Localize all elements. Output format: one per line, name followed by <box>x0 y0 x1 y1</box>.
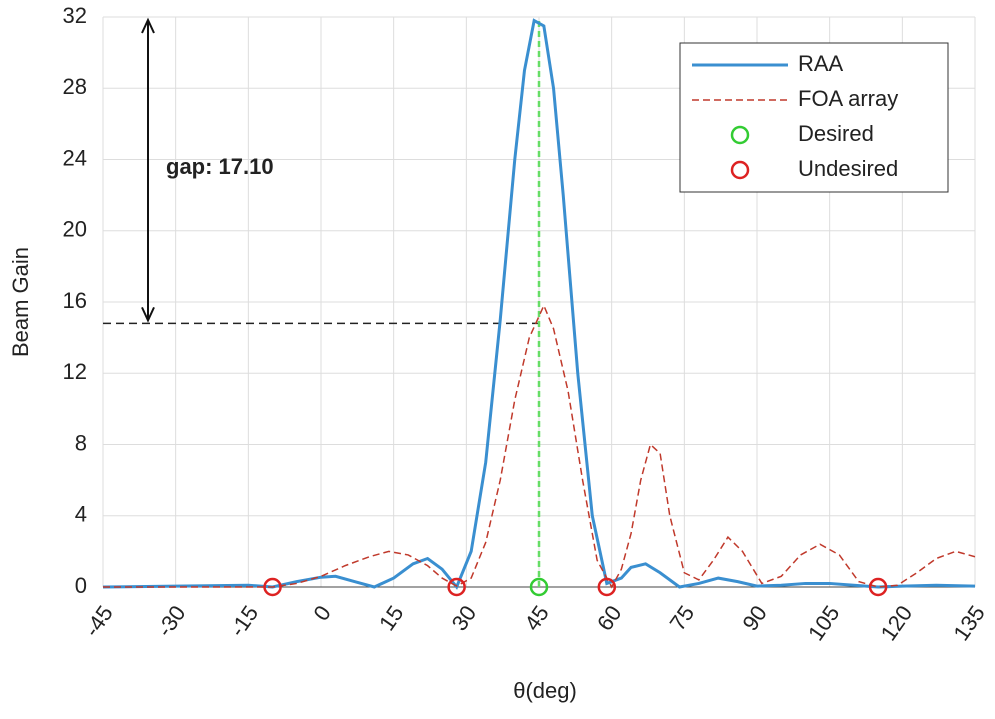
y-tick-label: 32 <box>63 3 87 28</box>
x-tick-label: 45 <box>519 601 554 635</box>
legend-label: Desired <box>798 121 874 146</box>
x-tick-label: 90 <box>737 601 772 635</box>
y-tick-label: 28 <box>63 74 87 99</box>
x-tick-label: -15 <box>224 601 263 641</box>
y-tick-label: 20 <box>63 217 87 242</box>
x-tick-label: 105 <box>803 601 845 645</box>
y-axis-label: Beam Gain <box>8 247 33 357</box>
line <box>102 18 976 590</box>
x-tick-label: 135 <box>948 601 990 645</box>
y-tick-label: 16 <box>63 288 87 313</box>
legend-label: RAA <box>798 51 844 76</box>
y-tick-label: 0 <box>75 573 87 598</box>
legend-marker <box>730 125 750 145</box>
marker <box>447 577 466 597</box>
marker <box>597 577 617 597</box>
x-tick-label: -45 <box>79 601 118 641</box>
arrow-head <box>141 17 155 34</box>
x-tick-label: 75 <box>665 601 700 635</box>
x-tick-label: 120 <box>876 601 918 645</box>
y-tick-label: 12 <box>63 359 87 384</box>
marker <box>529 577 549 597</box>
x-tick-label: 15 <box>374 601 409 635</box>
x-tick-label: 30 <box>447 601 482 635</box>
legend-box <box>679 42 949 193</box>
x-tick-label: 60 <box>592 601 627 635</box>
marker <box>868 577 888 597</box>
legend-marker <box>730 160 750 180</box>
y-tick-label: 24 <box>63 145 87 170</box>
x-axis-label: θ(deg) <box>513 678 577 703</box>
x-tick-label: 0 <box>308 601 336 625</box>
y-tick-label: 8 <box>75 430 87 455</box>
arrow-head <box>141 306 155 323</box>
x-tick-label: -30 <box>152 601 191 641</box>
annotation: gap: 17.10 <box>166 154 274 179</box>
marker <box>263 577 282 597</box>
line <box>103 303 976 589</box>
legend-label: Undesired <box>798 156 898 181</box>
y-tick-label: 4 <box>75 502 87 527</box>
legend-label: FOA array <box>798 86 898 111</box>
